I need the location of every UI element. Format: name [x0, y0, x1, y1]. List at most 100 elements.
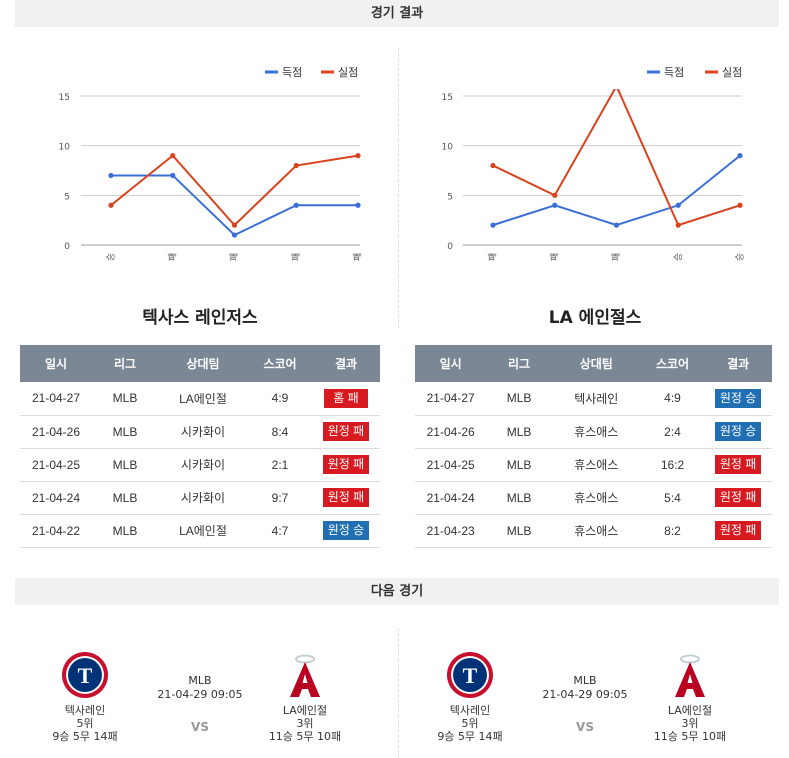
- col-header-opponent: 상대팀: [158, 345, 248, 382]
- away-team: LA에인절 3위 11승 5무 10패: [250, 650, 360, 743]
- x-tick-label: 패: [229, 253, 240, 261]
- cell-opponent: 휴스애스: [551, 448, 641, 482]
- cell-result: 원정 패: [312, 415, 380, 449]
- team-record: 11승 5무 10패: [268, 730, 342, 743]
- result-badge: 홈 패: [324, 388, 368, 408]
- cell-result: 원정 승: [312, 514, 380, 548]
- col-header-score: 스코어: [248, 345, 312, 382]
- svg-text:T: T: [78, 663, 93, 688]
- data-point: [737, 153, 743, 159]
- result-badge: 원정 승: [714, 422, 762, 441]
- vs-label: VS: [576, 720, 594, 734]
- x-tick-label: 패: [167, 253, 178, 261]
- series-group-allowed: [108, 153, 361, 228]
- cell-opponent: LA에인절: [158, 514, 248, 548]
- col-header-result: 결과: [704, 345, 772, 382]
- team-rank: 3위: [296, 717, 314, 730]
- col-header-date: 일시: [20, 345, 92, 382]
- x-tick-label: 승: [673, 253, 684, 261]
- line-chart-right: 득점 실점 0 5 10 15 패 패 패 승 승: [442, 66, 746, 261]
- cell-league: MLB: [92, 415, 158, 449]
- data-point: [675, 222, 681, 228]
- series-group-allowed: [490, 83, 743, 228]
- team-name: LA에인절: [282, 704, 328, 717]
- data-point: [108, 172, 114, 179]
- col-header-date: 일시: [415, 345, 487, 382]
- cell-result: 원정 패: [704, 448, 772, 482]
- data-point: [293, 162, 299, 169]
- table-row: 21-04-25 MLB 시카화이 2:1 원정 패: [20, 448, 380, 482]
- data-point: [170, 172, 176, 179]
- legend-label-allowed: 실점: [722, 66, 742, 79]
- cell-date: 21-04-24: [20, 481, 92, 515]
- table-row: 21-04-24 MLB 시카화이 9:7 원정 패: [20, 481, 380, 515]
- table-row: 21-04-25 MLB 휴스애스 16:2 원정 패: [415, 448, 772, 482]
- next-match-card: T 텍사레인 5위 9승 5무 14패 MLB 21-04-29 09:05 V…: [15, 640, 385, 758]
- data-point: [490, 222, 496, 228]
- match-info: MLB 21-04-29 09:05: [150, 674, 250, 702]
- x-tick-label: 패: [549, 253, 560, 261]
- result-badge: 원정 패: [322, 488, 370, 507]
- cell-league: MLB: [92, 382, 158, 416]
- cell-league: MLB: [486, 481, 552, 515]
- table-row: 21-04-26 MLB 휴스애스 2:4 원정 승: [415, 415, 772, 449]
- cell-result: 원정 승: [704, 382, 772, 416]
- legend-label-scored: 득점: [664, 66, 684, 79]
- data-point: [737, 202, 743, 208]
- data-point: [614, 83, 619, 88]
- cell-score: 4:9: [640, 382, 705, 416]
- rangers-logo-icon: T: [447, 652, 493, 698]
- table-row: 21-04-23 MLB 휴스애스 8:2 원정 패: [415, 514, 772, 548]
- data-point: [552, 202, 558, 208]
- cell-date: 21-04-23: [415, 514, 487, 548]
- legend-label-scored: 득점: [282, 66, 302, 79]
- cell-league: MLB: [486, 448, 552, 482]
- table-header-row: 일시 리그 상대팀 스코어 결과: [20, 345, 380, 382]
- series-line-allowed: [492, 89, 741, 227]
- data-point: [490, 162, 496, 169]
- cell-date: 21-04-26: [415, 415, 487, 449]
- section-header-result: 경기 결과: [15, 0, 779, 27]
- x-tick-label: 패: [291, 253, 302, 261]
- cell-opponent: 텍사레인: [551, 382, 641, 416]
- series-line-allowed: [110, 154, 359, 227]
- cell-result: 원정 승: [704, 415, 772, 449]
- team-name: LA에인절: [667, 704, 713, 717]
- team-name: 텍사레인: [449, 704, 491, 717]
- data-point: [108, 202, 114, 208]
- series-group-scored: [108, 172, 361, 238]
- table-row: 21-04-27 MLB 텍사레인 4:9 원정 승: [415, 382, 772, 416]
- home-team: T 텍사레인 5위 9승 5무 14패: [415, 650, 525, 743]
- cell-league: MLB: [486, 382, 552, 416]
- games-table-right: 일시 리그 상대팀 스코어 결과 21-04-27 MLB 텍사레인 4:9 원…: [415, 345, 772, 548]
- cell-date: 21-04-27: [415, 382, 487, 416]
- result-badge: 원정 패: [322, 422, 370, 441]
- cell-date: 21-04-25: [20, 448, 92, 482]
- angels-logo-icon: [290, 654, 320, 697]
- y-tick-label: 5: [64, 192, 70, 202]
- cell-date: 21-04-25: [415, 448, 487, 482]
- data-point: [355, 153, 361, 159]
- team-record: 9승 5무 14패: [52, 730, 118, 743]
- cell-score: 16:2: [640, 448, 705, 482]
- y-tick-label: 0: [447, 242, 453, 252]
- divider: [398, 48, 399, 328]
- team-name: 텍사레인: [64, 704, 106, 717]
- col-header-league: 리그: [486, 345, 552, 382]
- y-tick-label: 0: [64, 242, 70, 252]
- result-badge: 원정 패: [714, 455, 762, 474]
- col-header-score: 스코어: [640, 345, 705, 382]
- x-tick-label: 승: [735, 253, 746, 261]
- x-tick-label: 승: [106, 253, 117, 261]
- table-row: 21-04-27 MLB LA에인절 4:9 홈 패: [20, 382, 380, 416]
- cell-date: 21-04-24: [415, 481, 487, 515]
- cell-league: MLB: [92, 514, 158, 548]
- table-row: 21-04-22 MLB LA에인절 4:7 원정 승: [20, 514, 380, 548]
- series-group-scored: [490, 153, 743, 228]
- away-team: LA에인절 3위 11승 5무 10패: [635, 650, 745, 743]
- data-point: [613, 222, 620, 228]
- home-team: T 텍사레인 5위 9승 5무 14패: [30, 650, 140, 743]
- team-title-left: 텍사스 레인저스: [142, 308, 258, 328]
- cell-date: 21-04-22: [20, 514, 92, 548]
- match-league: MLB: [573, 674, 597, 687]
